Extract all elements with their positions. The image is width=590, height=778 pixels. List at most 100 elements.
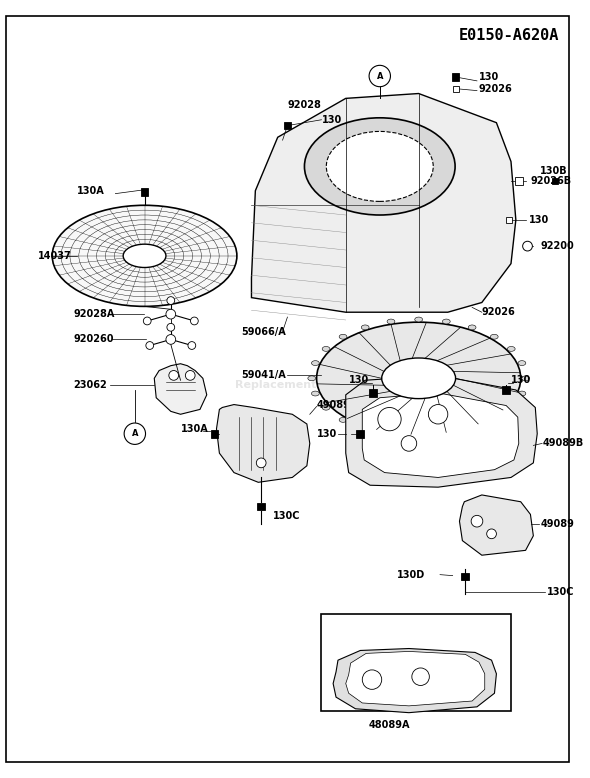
Text: A: A: [132, 429, 138, 438]
Bar: [140, 187, 149, 195]
Ellipse shape: [304, 117, 455, 215]
Ellipse shape: [415, 317, 422, 322]
Polygon shape: [251, 93, 516, 312]
Ellipse shape: [518, 361, 526, 366]
Text: 92200: 92200: [540, 241, 574, 251]
Polygon shape: [217, 405, 310, 482]
Text: 59041/A: 59041/A: [242, 370, 287, 380]
Bar: [552, 178, 558, 184]
Text: 130A: 130A: [181, 424, 208, 434]
Ellipse shape: [339, 418, 347, 422]
Bar: [453, 86, 458, 92]
Ellipse shape: [507, 346, 515, 352]
Bar: [506, 217, 512, 223]
Polygon shape: [346, 376, 537, 487]
Circle shape: [146, 342, 153, 349]
Ellipse shape: [442, 433, 450, 437]
Ellipse shape: [339, 335, 347, 339]
Polygon shape: [333, 649, 496, 713]
Bar: [257, 503, 265, 510]
Bar: [377, 78, 383, 84]
Ellipse shape: [507, 405, 515, 410]
Text: 130: 130: [479, 72, 499, 82]
Ellipse shape: [317, 322, 521, 434]
Ellipse shape: [522, 376, 529, 380]
Ellipse shape: [387, 319, 395, 324]
Circle shape: [256, 458, 266, 468]
Text: 130: 130: [349, 375, 369, 385]
Text: 130: 130: [317, 429, 337, 439]
Circle shape: [185, 370, 195, 380]
Text: 130C: 130C: [547, 587, 575, 598]
Ellipse shape: [322, 346, 330, 352]
Ellipse shape: [361, 427, 369, 432]
Text: 23062: 23062: [74, 380, 107, 390]
Ellipse shape: [490, 418, 498, 422]
Circle shape: [412, 668, 430, 685]
Circle shape: [378, 408, 401, 431]
Ellipse shape: [415, 435, 422, 440]
Circle shape: [487, 529, 496, 538]
Ellipse shape: [387, 433, 395, 437]
Ellipse shape: [312, 361, 319, 366]
Polygon shape: [346, 651, 485, 706]
Ellipse shape: [442, 319, 450, 324]
Ellipse shape: [326, 131, 433, 202]
Ellipse shape: [468, 427, 476, 432]
Ellipse shape: [490, 335, 498, 339]
Text: 130C: 130C: [273, 511, 300, 521]
Ellipse shape: [468, 325, 476, 330]
Text: 130: 130: [511, 375, 531, 385]
Circle shape: [362, 670, 382, 689]
Circle shape: [166, 335, 176, 345]
Text: 130: 130: [529, 215, 549, 225]
Text: 14037: 14037: [38, 251, 71, 261]
Circle shape: [369, 65, 391, 86]
Text: 92026B: 92026B: [530, 176, 572, 186]
Bar: [461, 573, 469, 580]
Circle shape: [143, 317, 151, 325]
Polygon shape: [362, 393, 519, 478]
Text: 490890: 490890: [317, 400, 357, 409]
Bar: [211, 429, 218, 437]
Ellipse shape: [52, 205, 237, 307]
Bar: [356, 429, 364, 437]
Text: 130A: 130A: [77, 186, 104, 196]
Text: 920260: 920260: [74, 335, 114, 345]
Circle shape: [188, 342, 196, 349]
Bar: [322, 614, 511, 711]
Text: 92028: 92028: [287, 100, 322, 110]
Text: 49089: 49089: [540, 519, 574, 529]
Bar: [284, 121, 291, 129]
Ellipse shape: [123, 244, 166, 268]
Ellipse shape: [361, 325, 369, 330]
Text: 130: 130: [322, 115, 342, 124]
Text: 130D: 130D: [397, 569, 425, 580]
Text: 92026: 92026: [479, 84, 513, 93]
Polygon shape: [154, 364, 206, 414]
Polygon shape: [460, 495, 533, 555]
Circle shape: [523, 241, 532, 251]
Ellipse shape: [518, 391, 526, 396]
Circle shape: [191, 317, 198, 325]
Circle shape: [471, 515, 483, 527]
Text: 59066/A: 59066/A: [241, 327, 286, 337]
Ellipse shape: [308, 376, 316, 380]
Circle shape: [124, 423, 146, 444]
Text: ReplacementParts: ReplacementParts: [235, 380, 349, 390]
Bar: [369, 389, 377, 397]
Circle shape: [167, 296, 175, 304]
Circle shape: [167, 324, 175, 331]
Text: 49089B: 49089B: [543, 439, 584, 448]
Ellipse shape: [322, 405, 330, 410]
Text: E0150-A620A: E0150-A620A: [459, 28, 559, 44]
Text: 92028A: 92028A: [74, 309, 115, 319]
Bar: [502, 386, 510, 394]
Circle shape: [166, 310, 176, 319]
Circle shape: [169, 370, 179, 380]
Text: A: A: [376, 72, 383, 80]
Circle shape: [428, 405, 448, 424]
Bar: [452, 73, 460, 81]
Ellipse shape: [382, 358, 455, 398]
Text: 48089A: 48089A: [369, 720, 410, 731]
